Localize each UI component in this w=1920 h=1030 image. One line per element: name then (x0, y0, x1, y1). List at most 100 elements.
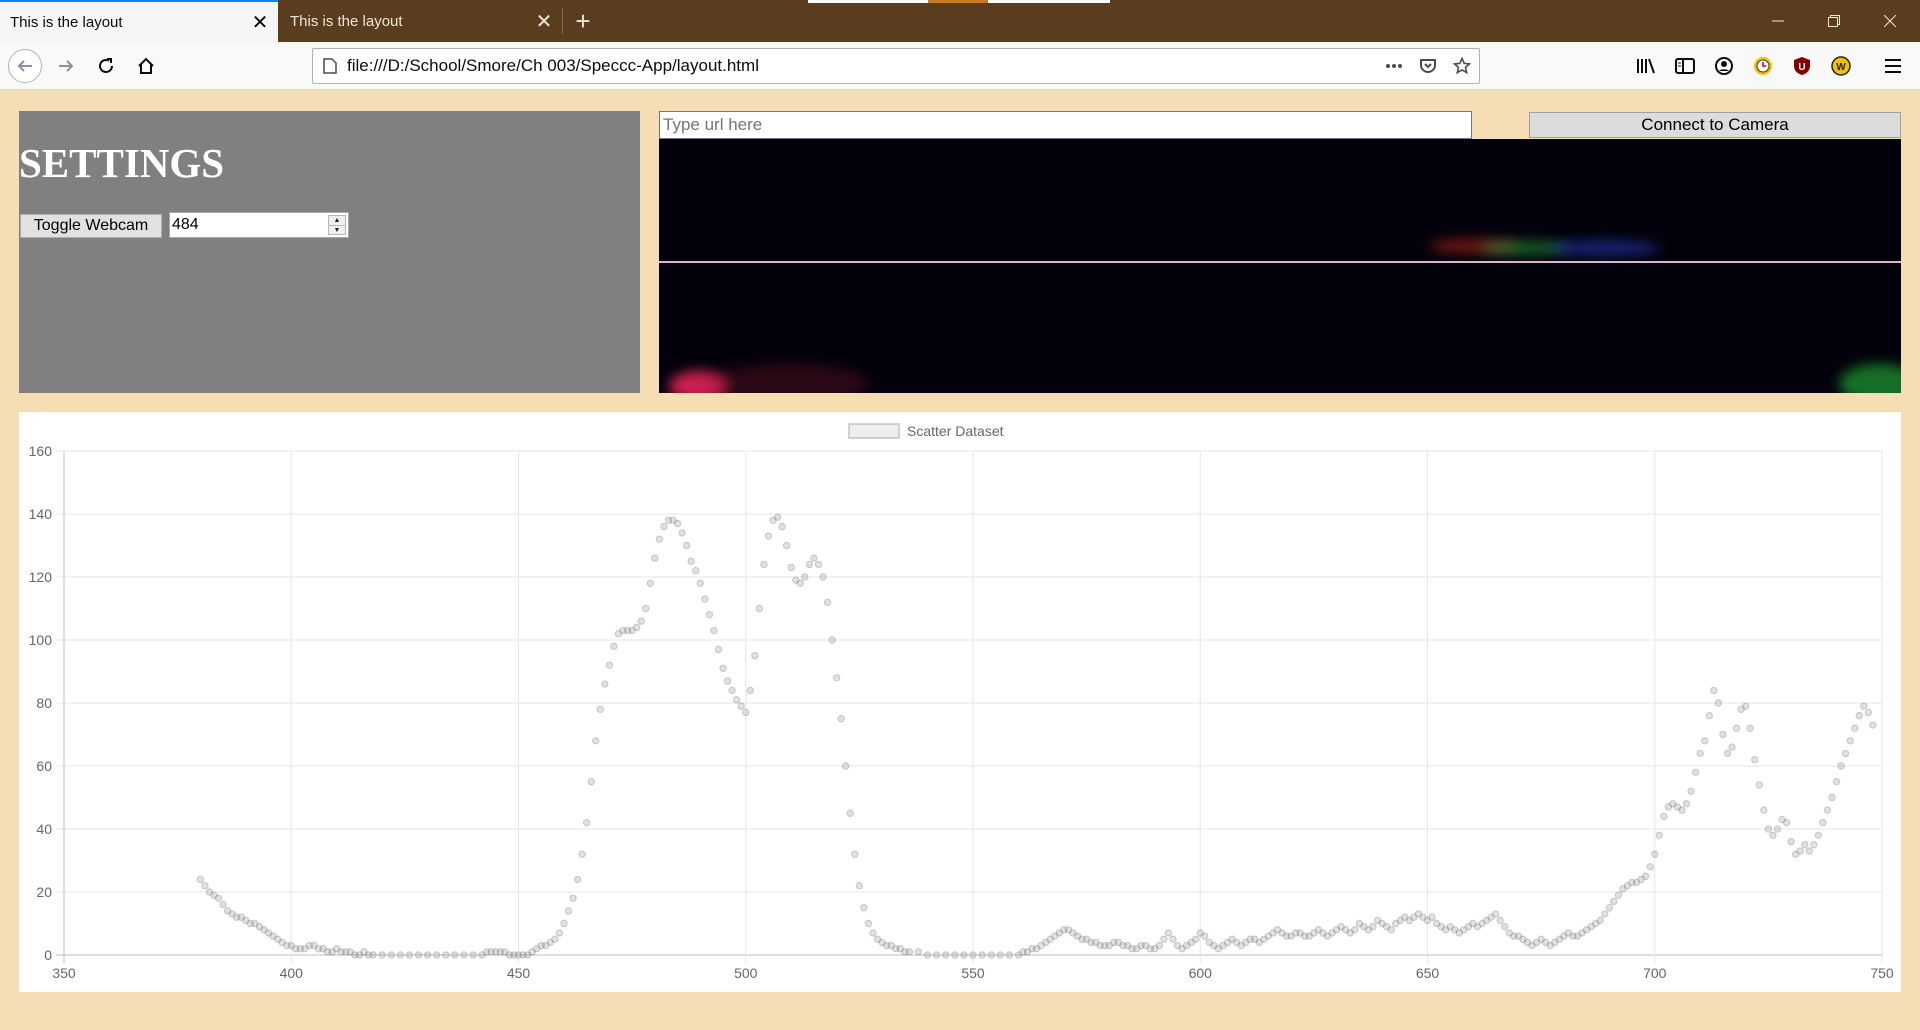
new-tab-button[interactable]: + (575, 5, 591, 36)
data-point (1569, 932, 1577, 940)
data-point (1137, 941, 1145, 950)
settings-title: SETTINGS (19, 140, 225, 186)
data-point (414, 951, 423, 959)
data-point (1246, 935, 1254, 943)
data-point (1346, 929, 1354, 937)
tab-inactive[interactable]: This is the layout ✕ (280, 0, 562, 42)
forward-arrow-icon[interactable] (50, 50, 82, 82)
scan-line-input[interactable] (172, 215, 322, 235)
toggle-webcam-button[interactable]: Toggle Webcam (20, 214, 162, 238)
page-actions-icon[interactable] (1377, 49, 1411, 83)
data-point (1810, 841, 1818, 849)
connect-camera-button[interactable]: Connect to Camera (1529, 112, 1901, 138)
data-point (1646, 863, 1654, 871)
ublock-icon[interactable]: U (1786, 50, 1818, 82)
camera-url-input[interactable] (659, 111, 1472, 139)
spinner-down-icon[interactable]: ▼ (329, 225, 345, 234)
minimize-icon[interactable] (1750, 0, 1806, 42)
bookmark-star-icon[interactable] (1445, 49, 1479, 83)
data-point (1264, 932, 1273, 940)
data-point (223, 907, 232, 915)
data-point (869, 929, 877, 937)
data-point (864, 919, 873, 928)
data-point (614, 630, 623, 638)
data-point (837, 715, 845, 723)
data-point (1732, 724, 1741, 732)
data-point (1501, 922, 1509, 931)
spectrum-glow-red-corner (669, 371, 729, 393)
home-icon[interactable] (130, 50, 162, 82)
data-point (333, 945, 341, 953)
data-point (1637, 875, 1645, 884)
data-point (283, 941, 291, 950)
pocket-icon[interactable] (1411, 49, 1445, 83)
data-point (423, 951, 432, 959)
data-point (1591, 919, 1600, 928)
x-tick-label: 450 (507, 965, 531, 981)
data-point (1864, 708, 1873, 717)
address-bar[interactable]: file:///D:/School/Smore/Ch 003/Speccc-Ap… (312, 48, 1480, 84)
library-icon[interactable] (1630, 50, 1662, 82)
url-text[interactable]: file:///D:/School/Smore/Ch 003/Speccc-Ap… (347, 56, 759, 75)
data-point (1037, 941, 1045, 950)
data-point (1060, 926, 1068, 934)
data-point (814, 560, 823, 569)
data-point (892, 945, 900, 953)
wordpress-extension-icon[interactable]: W (1825, 50, 1857, 82)
data-point (1714, 699, 1723, 707)
back-arrow-icon[interactable] (8, 49, 42, 83)
menu-hamburger-icon[interactable] (1877, 50, 1909, 82)
close-tab-icon[interactable]: ✕ (535, 10, 553, 33)
data-point (1278, 929, 1286, 937)
data-point (478, 951, 486, 959)
data-point (605, 661, 614, 669)
data-point (1564, 929, 1573, 937)
navigation-toolbar: file:///D:/School/Smore/Ch 003/Speccc-Ap… (0, 42, 1920, 90)
account-icon[interactable] (1708, 50, 1740, 82)
tab-active[interactable]: This is the layout ✕ (0, 0, 278, 42)
data-point (1751, 756, 1759, 764)
data-point (1482, 916, 1491, 925)
data-point (978, 951, 986, 959)
data-point (1155, 941, 1164, 950)
data-point (1337, 922, 1345, 931)
legend-label: Scatter Dataset (907, 423, 1004, 439)
data-point (287, 941, 295, 950)
data-point (1073, 932, 1082, 940)
data-point (328, 948, 336, 956)
data-point (1446, 922, 1454, 931)
data-point (1769, 831, 1777, 839)
number-spinner[interactable]: ▲ ▼ (328, 215, 346, 235)
spinner-up-icon[interactable]: ▲ (333, 217, 341, 224)
data-point (1796, 847, 1804, 855)
data-point (592, 737, 600, 745)
drag-indicator (808, 0, 1110, 3)
data-point (1691, 768, 1700, 776)
data-point (514, 951, 523, 959)
close-window-icon[interactable] (1862, 0, 1918, 42)
sidebar-icon[interactable] (1669, 50, 1701, 82)
data-point (228, 910, 236, 918)
data-point (746, 686, 754, 695)
data-point (387, 951, 395, 959)
data-point (564, 907, 573, 915)
data-point (1437, 922, 1445, 931)
data-point (687, 557, 695, 565)
reload-icon[interactable] (90, 50, 122, 82)
data-point (1460, 926, 1468, 934)
data-point (1210, 941, 1218, 950)
data-point (542, 941, 550, 950)
close-tab-icon[interactable]: ✕ (251, 11, 269, 34)
clock-extension-icon[interactable] (1747, 50, 1779, 82)
data-point (1282, 932, 1291, 940)
data-point (664, 516, 673, 525)
data-point (246, 919, 255, 928)
data-point (710, 626, 718, 635)
data-point (314, 945, 323, 953)
data-point (755, 604, 764, 613)
tab-title: This is the layout (10, 13, 123, 31)
data-point (1128, 945, 1136, 953)
scan-line-number-field[interactable]: ▲ ▼ (169, 212, 349, 238)
restore-icon[interactable] (1806, 0, 1862, 42)
data-point (442, 951, 450, 959)
